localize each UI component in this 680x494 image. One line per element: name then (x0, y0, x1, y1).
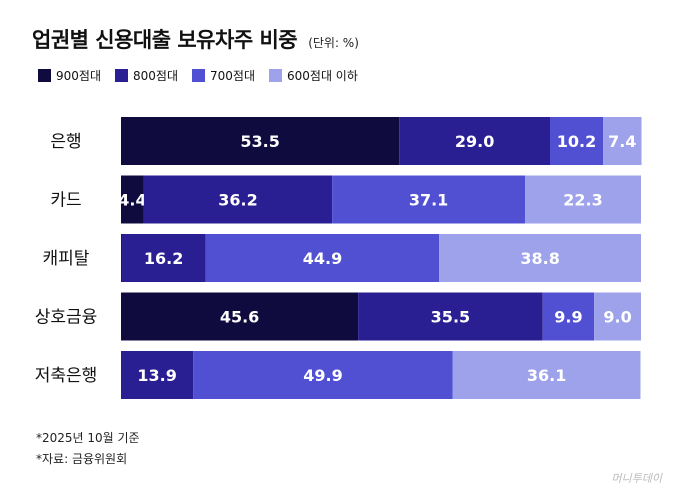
legend-item-700: 700점대 (192, 67, 255, 84)
data-label: 13.9 (137, 366, 176, 385)
data-label: 9.0 (603, 308, 631, 327)
legend: 900점대 800점대 700점대 600점대 이하 (38, 67, 358, 84)
title-row: 업권별 신용대출 보유차주 비중 (단위: %) (32, 24, 359, 54)
data-label: 29.0 (455, 132, 494, 151)
bar-segment (399, 117, 550, 165)
data-label: 4.4 (118, 191, 146, 210)
bar-segment (332, 175, 526, 224)
category-label: 저축은행 (35, 366, 98, 386)
legend-swatch (269, 69, 282, 82)
data-label: 37.1 (409, 191, 448, 210)
legend-swatch (192, 69, 205, 82)
legend-label: 700점대 (210, 69, 255, 83)
data-label: 44.9 (303, 249, 342, 268)
bar-segment (193, 351, 453, 399)
bar-segment (603, 117, 642, 165)
category-label: 은행 (50, 132, 81, 152)
bar-segment (542, 292, 595, 341)
legend-item-800: 800점대 (115, 67, 178, 84)
data-label: 7.4 (608, 132, 636, 151)
credit: 머니투데이 (611, 472, 662, 485)
legend-label: 900점대 (56, 69, 101, 83)
unit-label: (단위: %) (308, 36, 359, 50)
legend-label: 600점대 이하 (287, 69, 358, 83)
bar-segment (121, 351, 194, 399)
data-label: 49.9 (303, 366, 342, 385)
notes: *2025년 10월 기준 *자료: 금융위원회 (36, 428, 140, 470)
bar-segment (525, 175, 641, 224)
bar-segment (121, 292, 359, 341)
note-source: *자료: 금융위원회 (36, 452, 128, 466)
bar-segment (358, 292, 543, 341)
bar-segment (121, 117, 400, 165)
data-label: 36.2 (218, 191, 257, 210)
data-label: 35.5 (431, 308, 470, 327)
bar-segment (205, 234, 440, 282)
data-label: 10.2 (557, 132, 596, 151)
bar-segment (439, 234, 641, 282)
data-label: 22.3 (563, 191, 602, 210)
legend-swatch (38, 69, 51, 82)
category-label: 상호금융 (35, 308, 98, 328)
data-label: 45.6 (220, 308, 259, 327)
bar-segment (121, 234, 206, 282)
bar-segment (594, 292, 641, 341)
legend-item-600: 600점대 이하 (269, 67, 358, 84)
legend-item-900: 900점대 (38, 67, 101, 84)
category-label: 캐피탈 (43, 249, 90, 269)
stacked-bar-chart: 은행53.529.010.27.4카드4.436.237.122.3캐피탈0.1… (35, 117, 642, 399)
legend-swatch (115, 69, 128, 82)
bar-segment (550, 117, 604, 165)
legend-label: 800점대 (133, 69, 178, 83)
bar-segment (143, 175, 333, 224)
chart-title: 업권별 신용대출 보유차주 비중 (32, 28, 298, 52)
data-label: 9.9 (554, 308, 582, 327)
data-label: 38.8 (520, 249, 559, 268)
data-label: 36.1 (527, 366, 566, 385)
data-label: 53.5 (240, 132, 279, 151)
bar-segment (121, 234, 122, 282)
bar-segment (121, 175, 144, 224)
bar-segment (452, 351, 641, 399)
category-label: 카드 (50, 191, 81, 211)
note-date: *2025년 10월 기준 (36, 431, 140, 445)
data-label: 16.2 (144, 249, 183, 268)
